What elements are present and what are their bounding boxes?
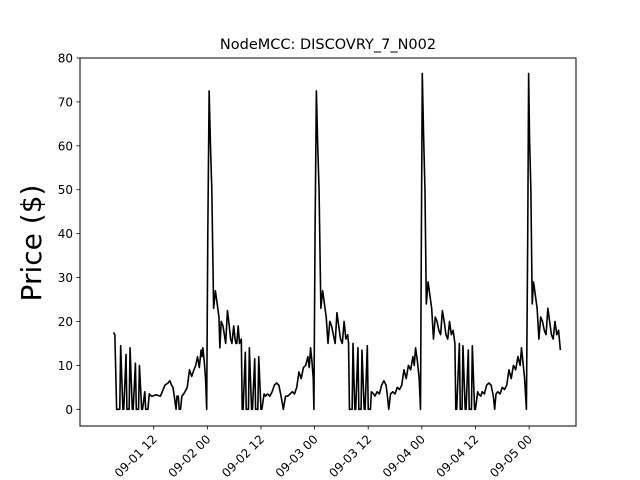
y-tick-label: 50 [58,183,73,197]
axes-frame [79,57,577,427]
y-axis-label: Price ($) [15,185,48,302]
y-tick-label: 60 [58,139,73,153]
y-tick-label: 20 [58,315,73,329]
y-tick-label: 10 [58,359,73,373]
chart-title: NodeMCC: DISCOVRY_7_N002 [220,37,436,53]
y-tick-label: 0 [65,403,73,417]
series-line-price [112,72,562,411]
y-tick-label: 40 [58,227,73,241]
y-tick-label: 30 [58,271,73,285]
y-tick-label: 70 [58,95,73,109]
y-tick-label: 80 [58,52,73,66]
